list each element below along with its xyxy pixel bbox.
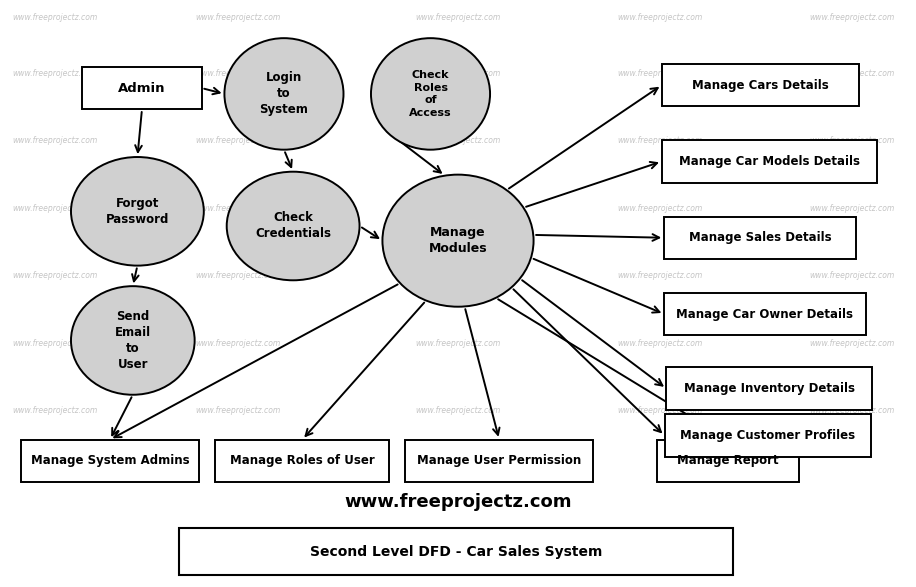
Text: www.freeprojectz.com: www.freeprojectz.com xyxy=(195,339,281,348)
Text: www.freeprojectz.com: www.freeprojectz.com xyxy=(415,13,501,22)
Text: www.freeprojectz.com: www.freeprojectz.com xyxy=(12,204,98,213)
Text: www.freeprojectz.com: www.freeprojectz.com xyxy=(616,406,703,416)
Text: www.freeprojectz.com: www.freeprojectz.com xyxy=(809,69,895,78)
Text: Check
Roles
of
Access: Check Roles of Access xyxy=(409,70,452,117)
Text: Manage Roles of User: Manage Roles of User xyxy=(230,454,375,467)
Text: Manage Car Models Details: Manage Car Models Details xyxy=(679,155,860,168)
Ellipse shape xyxy=(224,38,344,150)
Ellipse shape xyxy=(71,286,194,394)
Text: www.freeprojectz.com: www.freeprojectz.com xyxy=(616,136,703,146)
Text: www.freeprojectz.com: www.freeprojectz.com xyxy=(809,339,895,348)
FancyBboxPatch shape xyxy=(20,440,199,482)
FancyBboxPatch shape xyxy=(664,293,866,335)
FancyBboxPatch shape xyxy=(661,64,858,106)
Text: www.freeprojectz.com: www.freeprojectz.com xyxy=(616,271,703,281)
Text: www.freeprojectz.com: www.freeprojectz.com xyxy=(809,204,895,213)
Text: www.freeprojectz.com: www.freeprojectz.com xyxy=(12,13,98,22)
Text: Admin: Admin xyxy=(118,82,166,95)
Text: Manage Cars Details: Manage Cars Details xyxy=(692,79,829,92)
Text: Manage User Permission: Manage User Permission xyxy=(417,454,582,467)
Text: www.freeprojectz.com: www.freeprojectz.com xyxy=(12,69,98,78)
Text: www.freeprojectz.com: www.freeprojectz.com xyxy=(809,136,895,146)
Text: www.freeprojectz.com: www.freeprojectz.com xyxy=(616,69,703,78)
Text: www.freeprojectz.com: www.freeprojectz.com xyxy=(12,136,98,146)
Text: Manage Sales Details: Manage Sales Details xyxy=(689,231,832,244)
Text: Second Level DFD - Car Sales System: Second Level DFD - Car Sales System xyxy=(310,545,602,559)
FancyBboxPatch shape xyxy=(658,440,799,482)
FancyBboxPatch shape xyxy=(664,217,856,259)
Text: www.freeprojectz.com: www.freeprojectz.com xyxy=(616,204,703,213)
FancyBboxPatch shape xyxy=(405,440,594,482)
Text: www.freeprojectz.com: www.freeprojectz.com xyxy=(809,271,895,281)
Text: www.freeprojectz.com: www.freeprojectz.com xyxy=(12,271,98,281)
Text: www.freeprojectz.com: www.freeprojectz.com xyxy=(616,339,703,348)
FancyBboxPatch shape xyxy=(179,528,733,575)
Text: www.freeprojectz.com: www.freeprojectz.com xyxy=(809,406,895,416)
FancyBboxPatch shape xyxy=(661,140,877,183)
Text: Manage Report: Manage Report xyxy=(678,454,779,467)
Text: www.freeprojectz.com: www.freeprojectz.com xyxy=(195,13,281,22)
Text: www.freeprojectz.com: www.freeprojectz.com xyxy=(344,493,572,511)
Ellipse shape xyxy=(227,171,359,281)
FancyBboxPatch shape xyxy=(664,414,870,457)
Text: www.freeprojectz.com: www.freeprojectz.com xyxy=(12,406,98,416)
Text: www.freeprojectz.com: www.freeprojectz.com xyxy=(415,204,501,213)
Text: www.freeprojectz.com: www.freeprojectz.com xyxy=(195,136,281,146)
Text: www.freeprojectz.com: www.freeprojectz.com xyxy=(415,406,501,416)
Text: Send
Email
to
User: Send Email to User xyxy=(114,310,151,371)
Text: www.freeprojectz.com: www.freeprojectz.com xyxy=(616,13,703,22)
Text: Manage Customer Profiles: Manage Customer Profiles xyxy=(680,429,856,442)
Text: www.freeprojectz.com: www.freeprojectz.com xyxy=(415,339,501,348)
FancyBboxPatch shape xyxy=(666,367,872,410)
Ellipse shape xyxy=(383,174,534,307)
Ellipse shape xyxy=(371,38,490,150)
Text: Login
to
System: Login to System xyxy=(259,72,309,116)
Text: www.freeprojectz.com: www.freeprojectz.com xyxy=(809,13,895,22)
Text: www.freeprojectz.com: www.freeprojectz.com xyxy=(415,271,501,281)
Text: www.freeprojectz.com: www.freeprojectz.com xyxy=(195,204,281,213)
Text: www.freeprojectz.com: www.freeprojectz.com xyxy=(195,69,281,78)
Text: Manage
Modules: Manage Modules xyxy=(429,226,487,255)
Text: www.freeprojectz.com: www.freeprojectz.com xyxy=(415,136,501,146)
Text: Manage Inventory Details: Manage Inventory Details xyxy=(684,382,855,395)
Text: Check
Credentials: Check Credentials xyxy=(256,211,331,241)
Text: Manage Car Owner Details: Manage Car Owner Details xyxy=(676,308,854,321)
Text: www.freeprojectz.com: www.freeprojectz.com xyxy=(415,69,501,78)
Ellipse shape xyxy=(71,157,203,265)
Text: www.freeprojectz.com: www.freeprojectz.com xyxy=(195,406,281,416)
Text: www.freeprojectz.com: www.freeprojectz.com xyxy=(12,339,98,348)
FancyBboxPatch shape xyxy=(215,440,389,482)
FancyBboxPatch shape xyxy=(82,67,202,109)
Text: Manage System Admins: Manage System Admins xyxy=(30,454,190,467)
Text: Forgot
Password: Forgot Password xyxy=(105,197,169,226)
Text: www.freeprojectz.com: www.freeprojectz.com xyxy=(195,271,281,281)
